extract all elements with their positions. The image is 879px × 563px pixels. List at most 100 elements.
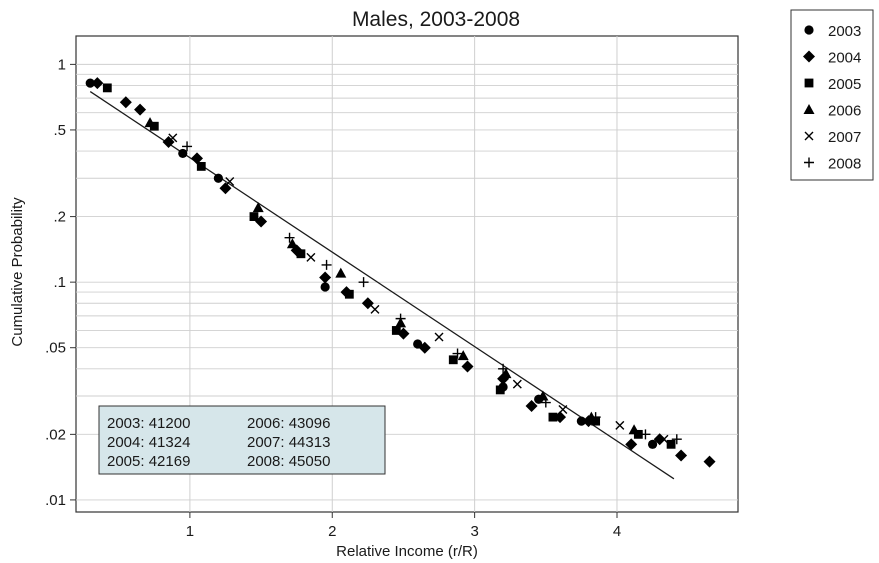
data-point-2004	[461, 360, 474, 373]
data-point-2007	[615, 420, 625, 430]
y-tick-label: 1	[58, 56, 66, 73]
data-point-2006	[500, 368, 512, 379]
x-tick-label: 1	[186, 523, 194, 540]
data-point-2007	[225, 176, 235, 186]
data-point-2005	[296, 249, 306, 259]
data-point-2008	[182, 141, 193, 152]
data-point-2004	[675, 449, 688, 462]
fit-line	[89, 91, 675, 480]
legend-label: 2004	[828, 50, 861, 67]
data-point-2005	[548, 412, 558, 422]
data-point-2005	[102, 83, 112, 93]
legend-entry-2007: 2007	[804, 129, 861, 146]
annotation-rows: 2003: 41200 2006: 43096 2004: 41324 2007: 4…	[107, 415, 330, 470]
annotation-cell: 2003: 41200	[107, 415, 190, 432]
data-point-2005	[666, 439, 676, 449]
data-point-2005	[249, 212, 259, 221]
data-point-2007	[434, 332, 444, 342]
legend-entry-2008: 2008	[804, 156, 861, 173]
data-point-2004	[625, 438, 638, 451]
y-axis-label: Cumulative Probability	[9, 197, 26, 347]
data-point-2008	[540, 397, 551, 408]
data-point-2008	[640, 429, 651, 440]
y-tick-label: .2	[53, 209, 66, 226]
legend-marker-2003	[804, 25, 814, 35]
legend-label: 2006	[828, 103, 861, 120]
x-axis-label: Relative Income (r/R)	[336, 543, 478, 560]
data-point-2008	[284, 232, 295, 243]
legend: 2003 2004 2005 2006 2007 2008	[790, 9, 874, 181]
series-2008	[182, 141, 682, 445]
data-point-2006	[457, 350, 469, 361]
data-point-2008	[498, 363, 509, 374]
legend-marker-2004	[803, 50, 815, 63]
annotation-cell: 2006: 43096	[247, 415, 330, 432]
data-point-2005	[633, 429, 643, 439]
data-point-2003	[178, 148, 188, 159]
legend-marker-2007	[804, 131, 814, 141]
y-tick-label: .1	[53, 274, 66, 291]
data-point-2006	[335, 267, 347, 278]
data-point-2003	[213, 173, 223, 183]
data-point-2007	[168, 133, 178, 143]
fit-line-layer	[89, 91, 675, 480]
legend-marker-2005	[804, 78, 814, 88]
x-tick-label: 4	[613, 523, 621, 540]
data-point-2008	[452, 348, 463, 359]
data-point-2007	[558, 405, 568, 415]
data-point-2003	[85, 78, 95, 88]
data-point-2004	[703, 455, 716, 468]
legend-box	[790, 9, 874, 181]
series-2007	[168, 133, 669, 444]
data-point-2007	[306, 252, 316, 262]
x-tick-label: 3	[470, 523, 478, 540]
legend-label: 2007	[828, 129, 861, 146]
annotation-box: 2003: 41200 2006: 43096 2004: 41324 2007: 4…	[98, 405, 386, 475]
data-point-2005	[344, 289, 354, 299]
axis-ticks: 1 2 3 4 1 .5 .2 .1 .05 .02 .01	[45, 56, 621, 540]
data-point-2005	[495, 385, 505, 395]
legend-entries: 2003 2004 2005 2006 2007 2008	[803, 23, 861, 173]
data-point-2004	[361, 297, 374, 310]
data-point-2003	[647, 439, 658, 449]
data-point-2004	[319, 271, 332, 284]
y-tick-label: .01	[45, 492, 66, 509]
data-point-2006	[286, 238, 298, 249]
data-point-2008	[671, 434, 682, 445]
data-point-2003	[320, 282, 330, 292]
legend-entry-2006: 2006	[803, 103, 861, 120]
legend-entry-2004: 2004	[803, 50, 861, 67]
data-point-2008	[358, 277, 369, 288]
data-point-2004	[119, 96, 132, 109]
legend-label: 2003	[828, 23, 861, 40]
data-point-2004	[255, 215, 268, 228]
y-tick-label: .02	[45, 426, 66, 443]
y-tick-label: .05	[45, 340, 66, 357]
annotation-cell: 2007: 44313	[247, 434, 330, 451]
y-tick-label: .5	[53, 122, 66, 139]
legend-label: 2005	[828, 76, 861, 93]
data-point-2004	[653, 433, 666, 446]
data-point-2008	[321, 259, 332, 270]
data-point-2008	[395, 313, 406, 324]
data-point-2004	[219, 182, 232, 195]
data-point-2004	[91, 77, 104, 90]
data-point-2007	[512, 379, 522, 389]
data-point-2004	[134, 103, 147, 116]
data-point-2007	[659, 434, 669, 444]
data-point-2004	[418, 341, 431, 354]
x-tick-label: 2	[328, 523, 336, 540]
data-point-2005	[391, 326, 401, 335]
series-2005	[102, 83, 676, 449]
data-point-2008	[590, 412, 601, 423]
data-point-2004	[525, 399, 538, 412]
legend-entry-2003: 2003	[804, 23, 861, 40]
data-point-2006	[628, 424, 640, 435]
data-point-2006	[144, 117, 156, 128]
chart-title: Males, 2003-2008	[352, 8, 520, 31]
legend-marker-2008	[804, 157, 814, 168]
data-point-2005	[196, 162, 206, 171]
data-point-2003	[413, 339, 423, 349]
legend-label: 2008	[828, 156, 861, 173]
